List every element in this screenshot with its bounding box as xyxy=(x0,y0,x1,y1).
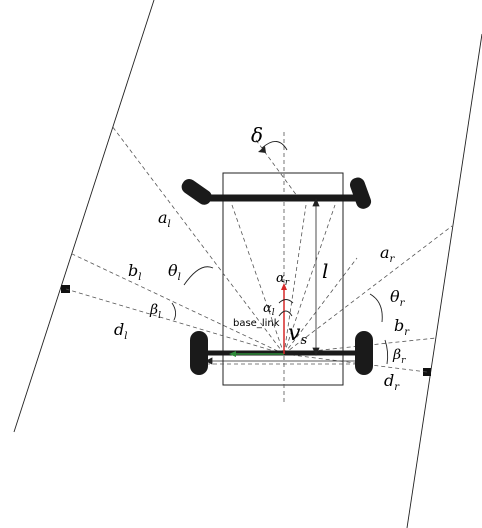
ray-a-right xyxy=(283,225,453,355)
wheelbase-label: l xyxy=(322,259,328,283)
rear-left-wheel xyxy=(190,331,208,375)
beta-left-arc xyxy=(171,302,177,321)
front-left-wheel xyxy=(181,179,212,205)
ray-b-left xyxy=(69,252,285,355)
ray-rear-right xyxy=(283,257,358,355)
alpha-right-label: αr xyxy=(276,271,290,288)
steering-direction-line xyxy=(255,139,301,201)
ray-b-right xyxy=(283,337,437,355)
ray-d-left xyxy=(65,288,285,355)
wheelbase-dimension xyxy=(312,197,320,357)
front-axle xyxy=(181,177,372,209)
right-lane-boundary xyxy=(406,33,482,528)
right-lane-marker xyxy=(423,368,431,376)
a-left-label: al xyxy=(158,208,171,230)
left-lane-marker xyxy=(61,285,70,293)
theta-right-arc xyxy=(369,293,383,323)
rear-axle xyxy=(190,331,373,375)
steering-angle-arc xyxy=(261,141,288,151)
rear-right-wheel xyxy=(355,331,373,375)
alpha-right-arc xyxy=(278,299,294,304)
ray-front-right xyxy=(283,204,336,355)
x-axis-arrowhead xyxy=(229,351,236,357)
theta-right-label: θr xyxy=(390,287,406,309)
beta-right-label: βr xyxy=(392,347,406,366)
front-right-wheel xyxy=(349,177,372,209)
dashed-rays xyxy=(65,125,453,405)
b-right-label: br xyxy=(394,316,410,338)
delta-label: δ xyxy=(251,123,263,147)
d-right-label: dr xyxy=(384,371,400,393)
a-right-label: ar xyxy=(380,243,396,265)
left-lane-boundary xyxy=(13,0,155,433)
b-left-label: bl xyxy=(128,261,141,283)
ray-front-left xyxy=(231,204,285,355)
y-axis-arrowhead xyxy=(281,283,287,290)
beta-left-label: βl xyxy=(149,302,161,321)
steering-angle-arrowhead xyxy=(258,146,266,153)
beta-right-arc xyxy=(384,339,389,365)
theta-left-label: θl xyxy=(168,261,181,283)
theta-left-arc xyxy=(183,266,214,286)
base-link-label: base_link xyxy=(233,318,280,329)
vehicle-body xyxy=(222,172,344,386)
ray-a-left xyxy=(111,125,285,355)
d-left-label: dl xyxy=(114,320,127,342)
velocity-label: vs xyxy=(288,321,307,348)
alpha-left-arc xyxy=(278,310,293,317)
alpha-left-label: αl xyxy=(263,301,275,318)
